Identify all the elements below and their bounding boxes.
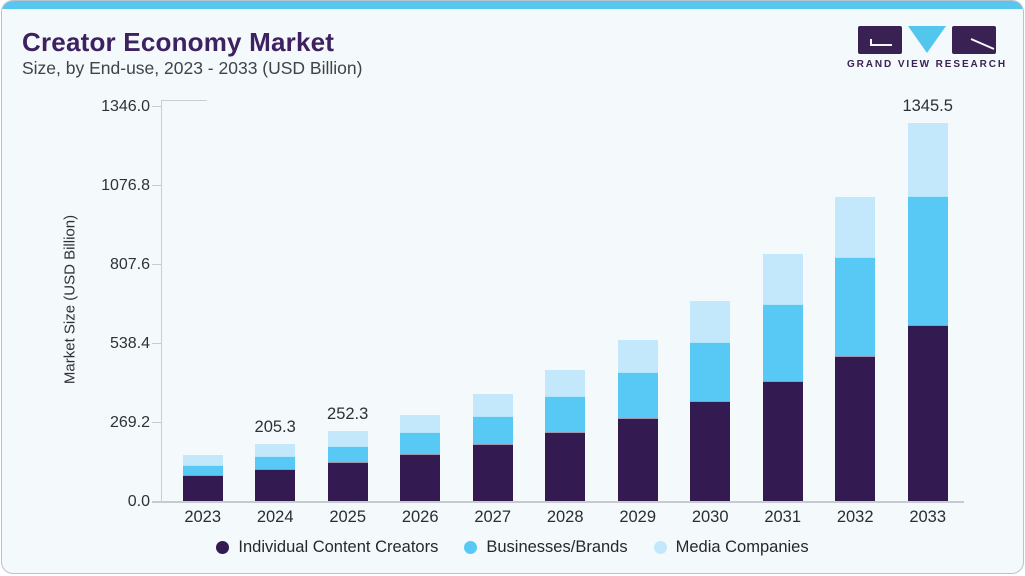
page-subtitle: Size, by End-use, 2023 - 2033 (USD Billi… — [22, 58, 363, 78]
bar-group-2030 — [690, 301, 731, 502]
bar-segment-2028-media-companies — [545, 369, 586, 397]
bar-segment-2024-businesses-brands — [255, 456, 296, 469]
bar-segment-2026-individual-content-creators — [400, 453, 441, 502]
y-tick — [152, 422, 161, 424]
x-tick-label-2024: 2024 — [256, 508, 294, 526]
bar-segment-2029-media-companies — [617, 339, 658, 372]
logo-wordmark: GRAND VIEW RESEARCH — [847, 59, 1007, 70]
y-tick-label: 807.6 — [109, 255, 150, 273]
bar-segment-2033-individual-content-creators — [907, 324, 948, 502]
legend-dot-icon — [464, 541, 478, 554]
bar-segment-2033-media-companies — [907, 123, 948, 196]
x-tick-label-2023: 2023 — [184, 508, 222, 526]
logo-v-triangle-icon — [908, 26, 946, 53]
chart-legend: Individual Content Creators Businesses/Br… — [2, 538, 1023, 557]
bar-segment-2028-individual-content-creators — [545, 432, 586, 502]
bar-total-label-2025: 252.3 — [327, 404, 369, 423]
logo-blocks — [858, 26, 996, 54]
bar-group-2026 — [400, 414, 441, 502]
bar-group-2025 — [327, 430, 368, 502]
bar-segment-2027-businesses-brands — [472, 416, 513, 445]
y-tick — [152, 343, 161, 345]
bar-segment-2031-media-companies — [762, 254, 803, 305]
bar-segment-2029-individual-content-creators — [617, 418, 658, 502]
bar-segment-2028-businesses-brands — [545, 396, 586, 433]
y-tick — [152, 264, 161, 266]
x-tick-label-2031: 2031 — [764, 508, 802, 526]
bar-total-label-2024: 205.3 — [254, 417, 296, 436]
page-title: Creator Economy Market — [22, 27, 335, 57]
bar-segment-2030-individual-content-creators — [690, 401, 731, 502]
bar-segment-2027-individual-content-creators — [472, 444, 513, 502]
bar-segment-2026-media-companies — [400, 414, 441, 433]
bar-segment-2030-businesses-brands — [690, 341, 731, 402]
bar-group-2023 — [182, 454, 223, 502]
x-tick-label-2028: 2028 — [546, 508, 584, 526]
bar-total-label-2033: 1345.5 — [902, 97, 953, 116]
y-tick — [152, 106, 161, 108]
legend-item-media-companies: Media Companies — [653, 538, 809, 557]
y-tick — [152, 501, 161, 502]
x-tick-label-2030: 2030 — [691, 508, 729, 526]
bar-segment-2029-businesses-brands — [617, 371, 658, 418]
bar-segment-2032-media-companies — [835, 196, 876, 257]
bar-segment-2023-individual-content-creators — [182, 475, 223, 502]
bar-group-2028 — [545, 369, 586, 502]
x-tick-label-2029: 2029 — [619, 508, 657, 526]
bar-segment-2023-media-companies — [182, 454, 223, 465]
bar-segment-2033-businesses-brands — [907, 195, 948, 325]
legend-dot-icon — [216, 541, 230, 554]
bar-segment-2024-individual-content-creators — [255, 468, 296, 502]
y-tick-label: 0.0 — [127, 492, 150, 510]
y-tick-label: 269.2 — [109, 413, 150, 431]
legend-label: Individual Content Creators — [238, 538, 439, 556]
y-tick-label: 538.4 — [109, 334, 150, 352]
bar-group-2032 — [835, 196, 876, 502]
bar-group-2031 — [762, 254, 803, 502]
card-top-stripe — [2, 1, 1023, 9]
bar-segment-2030-media-companies — [690, 301, 731, 342]
bar-segment-2025-media-companies — [327, 430, 368, 447]
bar-segment-2025-individual-content-creators — [327, 462, 368, 502]
y-axis-line — [161, 100, 162, 502]
bar-group-2024 — [255, 443, 296, 502]
legend-item-businesses-brands: Businesses/Brands — [464, 538, 628, 557]
bar-group-2027 — [472, 394, 513, 502]
bar-segment-2027-media-companies — [472, 394, 513, 417]
bar-segment-2026-businesses-brands — [400, 432, 441, 454]
legend-label: Media Companies — [675, 538, 809, 556]
logo-g-block — [858, 26, 902, 54]
bar-segment-2025-businesses-brands — [327, 446, 368, 463]
bar-group-2029 — [617, 339, 658, 502]
legend-item-individual-content-creators: Individual Content Creators — [216, 538, 438, 557]
bar-segment-2023-businesses-brands — [182, 464, 223, 476]
x-tick-label-2027: 2027 — [474, 508, 512, 526]
y-axis-top-cap — [161, 100, 207, 101]
logo-r-block — [952, 26, 996, 54]
x-tick-label-2032: 2032 — [836, 508, 874, 526]
legend-label: Businesses/Brands — [486, 538, 628, 556]
bar-segment-2031-businesses-brands — [762, 304, 803, 381]
bar-segment-2031-individual-content-creators — [762, 380, 803, 502]
y-tick-label: 1346.0 — [101, 97, 150, 115]
x-axis-line — [152, 500, 964, 503]
y-tick — [152, 185, 161, 187]
x-tick-label-2026: 2026 — [401, 508, 439, 526]
x-tick-label-2025: 2025 — [329, 508, 367, 526]
legend-dot-icon — [653, 541, 667, 554]
bar-segment-2032-individual-content-creators — [835, 355, 876, 502]
brand-logo: GRAND VIEW RESEARCH — [847, 26, 1005, 70]
y-tick-label: 1076.8 — [101, 176, 150, 194]
bar-segment-2032-businesses-brands — [835, 256, 876, 356]
x-tick-label-2033: 2033 — [909, 508, 947, 526]
bar-segment-2024-media-companies — [255, 443, 296, 457]
bar-group-2033 — [907, 123, 948, 502]
